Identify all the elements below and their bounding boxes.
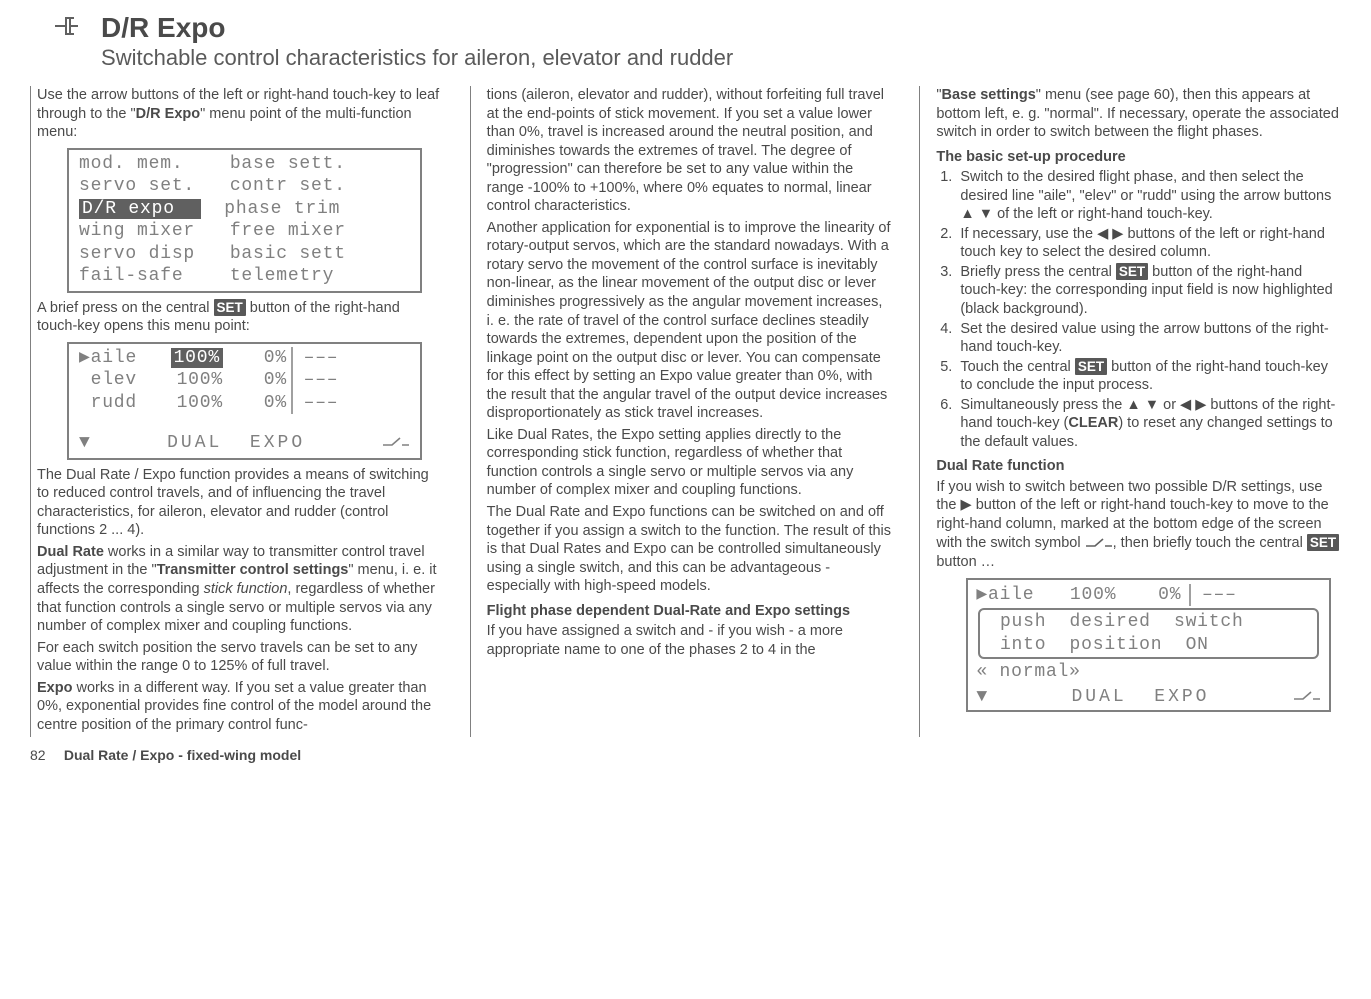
lcd-menu-list: mod. mem. base sett.servo set. contr set… — [67, 148, 422, 293]
procedure-step: Switch to the desired flight phase, and … — [956, 168, 1341, 224]
lcd-menu-row: D/R expo phase trim — [79, 198, 410, 221]
para: For each switch position the servo trave… — [37, 639, 442, 676]
para: Dual Rate works in a similar way to tran… — [37, 543, 442, 636]
page-footer: 82 Dual Rate / Expo - fixed-wing model — [30, 747, 1341, 765]
para: Expo works in a different way. If you se… — [37, 679, 442, 735]
column-2: tions (aileron, elevator and rudder), wi… — [470, 86, 892, 737]
para: If you have assigned a switch and - if y… — [487, 622, 892, 659]
para: If you wish to switch between two possib… — [936, 478, 1341, 572]
para: The Dual Rate / Expo function provides a… — [37, 466, 442, 540]
page-title: D/R Expo — [101, 10, 733, 46]
lcd-menu-row: servo set. contr set. — [79, 175, 410, 198]
lcd-menu-row: fail-safe telemetry — [79, 265, 410, 288]
procedure-step: Briefly press the central SET button of … — [956, 263, 1341, 319]
lcd-switch-prompt: ▶aile100%0%––– push desired switch into … — [966, 578, 1331, 713]
para: Another application for exponential is t… — [487, 219, 892, 423]
page-subtitle: Switchable control characteristics for a… — [101, 44, 733, 72]
lcd-menu-row: servo disp basic sett — [79, 243, 410, 266]
lcd-menu-row: mod. mem. base sett. — [79, 153, 410, 176]
procedure-step: Simultaneously press the ▲ ▼ or ◀ ▶ butt… — [956, 396, 1341, 452]
procedure-step: Touch the central SET button of the righ… — [956, 358, 1341, 395]
para: The Dual Rate and Expo functions can be … — [487, 503, 892, 596]
procedure-step: If necessary, use the ◀ ▶ buttons of the… — [956, 225, 1341, 262]
page-number: 82 — [30, 747, 60, 765]
column-3: "Base settings" menu (see page 60), then… — [919, 86, 1341, 737]
set-button-label: SET — [1307, 534, 1339, 551]
procedure-list: Switch to the desired flight phase, and … — [936, 168, 1341, 451]
para: Like Dual Rates, the Expo setting applie… — [487, 426, 892, 500]
set-button-label: SET — [214, 299, 246, 316]
para: Use the arrow buttons of the left or rig… — [37, 86, 442, 142]
subhead: The basic set-up procedure — [936, 148, 1341, 167]
subhead: Flight phase dependent Dual-Rate and Exp… — [487, 602, 892, 621]
para: A brief press on the central SET button … — [37, 299, 442, 336]
subhead: Dual Rate function — [936, 457, 1341, 476]
header-icon — [55, 16, 89, 42]
para: tions (aileron, elevator and rudder), wi… — [487, 86, 892, 216]
lcd-dr-expo-table: ▶aile100%0%––– elev100%0%––– rudd100%0%–… — [67, 342, 422, 460]
para: "Base settings" menu (see page 60), then… — [936, 86, 1341, 142]
lcd-menu-row: wing mixer free mixer — [79, 220, 410, 243]
footer-label: Dual Rate / Expo - fixed-wing model — [64, 747, 301, 763]
switch-icon — [1085, 536, 1113, 552]
procedure-step: Set the desired value using the arrow bu… — [956, 320, 1341, 357]
column-1: Use the arrow buttons of the left or rig… — [31, 86, 442, 737]
